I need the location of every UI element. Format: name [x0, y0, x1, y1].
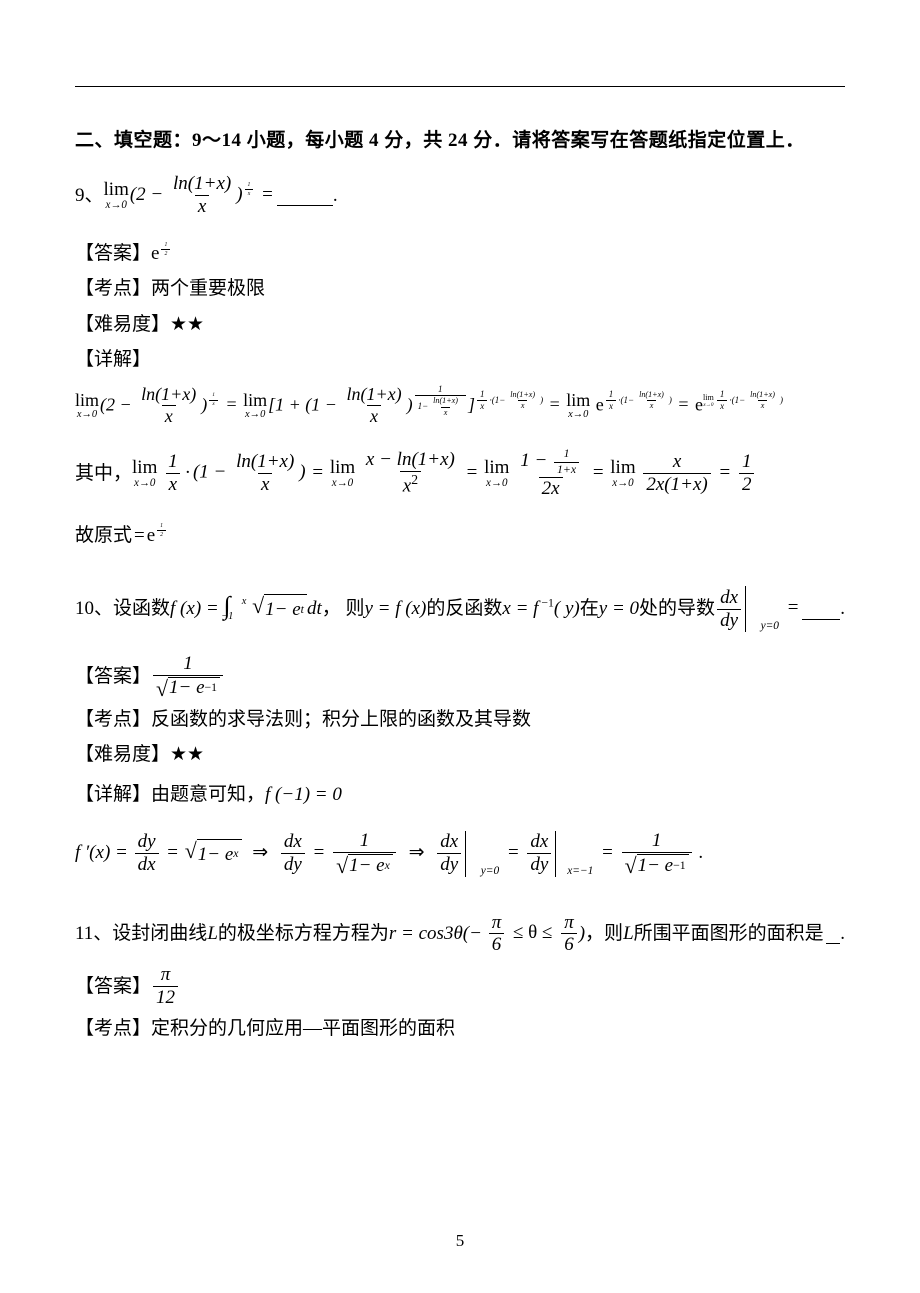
- section-heading: 二、填空题：9～14 小题，每小题 4 分，共 24 分．请将答案写在答题纸指定…: [75, 125, 845, 152]
- q10-topic: 【考点】反函数的求导法则；积分上限的函数及其导数: [75, 705, 845, 734]
- q10-problem: 10、 设函数 f (x) = ∫−1x √1− etdt ， 则 y = f …: [75, 586, 845, 632]
- q10-difficulty: 【难易度】★★: [75, 740, 845, 769]
- frac-ln-over-x: ln(1+x) x: [170, 174, 234, 217]
- q11-answer: 【答案】 π12: [75, 965, 845, 1008]
- answer-blank: [826, 924, 841, 945]
- lim-symbol: lim x→0: [104, 180, 129, 211]
- q9-difficulty: 【难易度】★★: [75, 310, 845, 339]
- q10-detail-label: 【详解】由题意可知， f (−1) = 0: [75, 780, 845, 809]
- q9-number: 9、: [75, 181, 104, 210]
- page: 二、填空题：9～14 小题，每小题 4 分，共 24 分．请将答案写在答题纸指定…: [0, 0, 920, 1293]
- q11-problem: 11、 设封闭曲线 L 的极坐标方程方程为 r = cos3θ(− π6 ≤ θ…: [75, 913, 845, 956]
- q9-detail-eq2: 其中， limx→0 1x·(1 − ln(1+x)x) = limx→0 x …: [75, 448, 845, 499]
- q10-detail-eq: f ′(x) = dydx = √1− ex ⇒ dxdy = 1√1− ex …: [75, 831, 845, 877]
- q9-final: 故原式=e12: [75, 521, 845, 550]
- q9-detail-eq1: limx→0(2 − ln(1+x)x)1x = limx→0[1 + (1 −…: [75, 385, 845, 427]
- q11-topic: 【考点】定积分的几何应用—平面图形的面积: [75, 1014, 845, 1043]
- q9-problem: 9、 lim x→0 (2 − ln(1+x) x )1x = .: [75, 174, 845, 217]
- q9-topic: 【考点】两个重要极限: [75, 274, 845, 303]
- page-number: 5: [0, 1231, 920, 1251]
- q10-answer: 【答案】 1 √1− e−1: [75, 654, 845, 699]
- q9-answer: 【答案】 e12: [75, 239, 845, 268]
- answer-blank: [802, 599, 840, 620]
- top-rule: [75, 86, 845, 87]
- answer-blank: [277, 185, 333, 206]
- q9-detail-label: 【详解】: [75, 345, 845, 374]
